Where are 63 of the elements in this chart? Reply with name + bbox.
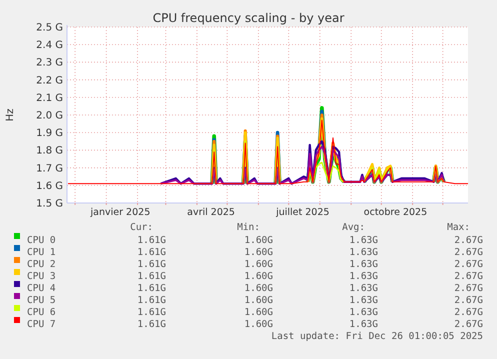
text: Cur: [130, 222, 153, 233]
legend-label: CPU 3 [27, 271, 56, 282]
text: 2.67G [454, 307, 484, 318]
text: 1.63G [349, 283, 378, 294]
y-tick-label: 1.5 G [36, 198, 63, 210]
y-tick-label: 1.6 G [36, 180, 63, 192]
y-tick-label: 1.8 G [36, 146, 63, 157]
line-series [68, 120, 468, 184]
text: 2.67G [454, 283, 484, 294]
text: 1.61G [137, 319, 166, 330]
text: 2.67G [454, 247, 484, 258]
text: 1.63G [349, 319, 378, 330]
text: 1.60G [244, 247, 274, 258]
legend-label: CPU 5 [27, 295, 56, 306]
text: 2.67G [454, 235, 484, 246]
text: Last update: Fri Dec 26 01:00:05 2025 [271, 331, 483, 342]
text: 1.60G [244, 271, 274, 282]
text: Max: [447, 222, 470, 233]
text: 2.67G [454, 259, 484, 270]
text: Avg: [342, 222, 365, 233]
y-tick-label: 2.1 G [36, 92, 63, 104]
legend-label: CPU 7 [27, 319, 56, 330]
text: 2.67G [454, 295, 484, 306]
x-tick-label: juillet 2025 [275, 207, 330, 218]
text: Min: [237, 222, 260, 233]
y-tick-label: 2.0 G [36, 110, 63, 122]
legend-label: CPU 0 [27, 235, 56, 246]
y-tick-label: 2.5 G [36, 22, 63, 34]
text: 1.60G [244, 283, 274, 294]
text: 1.63G [349, 271, 378, 282]
text: 1.63G [349, 247, 378, 258]
text: 1.61G [137, 247, 166, 258]
text: 2.67G [454, 319, 484, 330]
y-axis-title: Hz [5, 108, 16, 122]
legend-label: CPU 1 [27, 247, 56, 258]
y-tick-label: 1.7 G [36, 163, 63, 174]
text: 1.61G [137, 307, 166, 318]
text: 1.63G [349, 307, 378, 318]
text: 1.61G [137, 235, 166, 246]
text: 1.60G [244, 307, 274, 318]
text: 2.67G [454, 271, 484, 282]
y-tick-label: 2.3 G [36, 58, 63, 69]
y-tick-label: 1.9 G [36, 128, 63, 140]
text: 1.61G [137, 283, 166, 294]
legend-label: CPU 6 [27, 307, 56, 318]
y-tick-label: 2.4 G [36, 40, 63, 52]
legend-label: CPU 4 [27, 283, 56, 294]
text: 1.63G [349, 235, 378, 246]
y-tick-label: 2.2 G [36, 75, 63, 86]
text: 1.61G [137, 271, 166, 282]
x-tick-label: janvier 2025 [90, 207, 150, 218]
text: 1.63G [349, 295, 378, 306]
text: 1.60G [244, 235, 274, 246]
text: 1.60G [244, 295, 274, 306]
text: 1.60G [244, 319, 274, 330]
text: 1.60G [244, 259, 274, 270]
text: 1.61G [137, 259, 166, 270]
x-tick-label: octobre 2025 [364, 207, 428, 218]
x-tick-label: avril 2025 [187, 207, 235, 218]
chart-title: CPU frequency scaling - by year [152, 11, 344, 25]
legend-label: CPU 2 [27, 259, 56, 270]
text: 1.63G [349, 259, 378, 270]
text: 1.61G [137, 295, 166, 306]
